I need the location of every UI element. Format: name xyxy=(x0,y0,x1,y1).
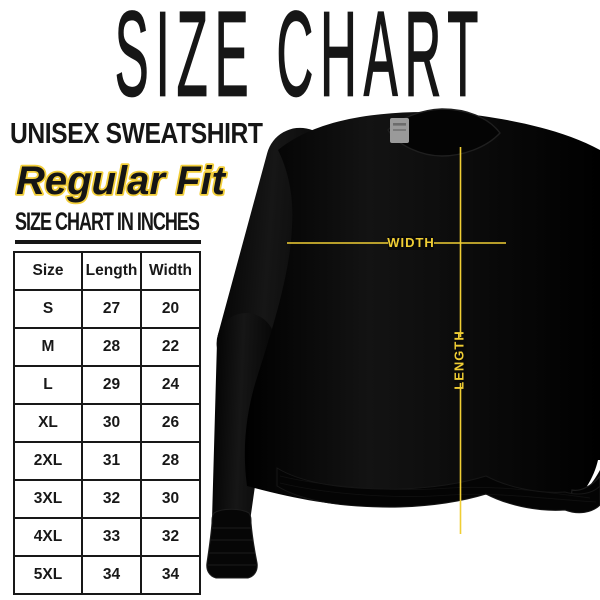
svg-text:LENGTH: LENGTH xyxy=(452,330,467,389)
svg-text:WIDTH: WIDTH xyxy=(387,235,435,250)
